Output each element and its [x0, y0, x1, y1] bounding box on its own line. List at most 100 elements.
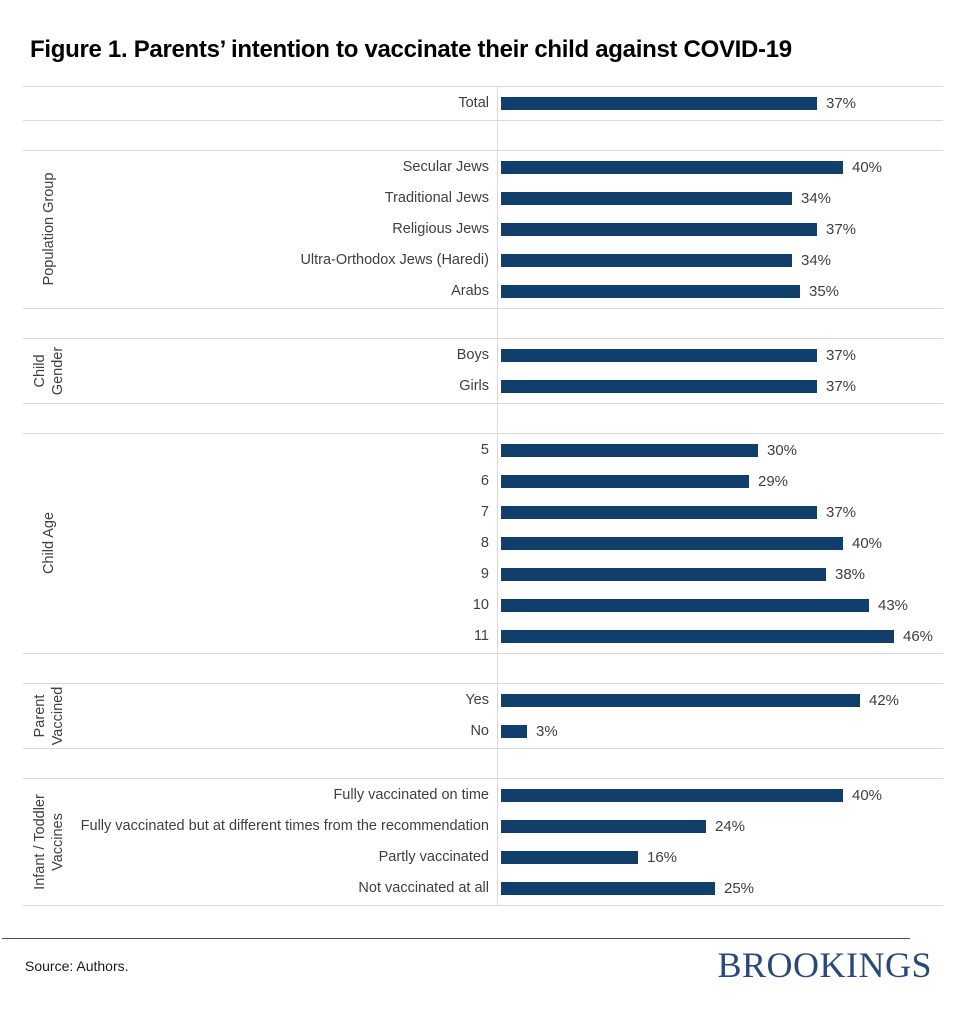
- category-label: 10: [472, 597, 489, 614]
- chart-sections: Total 37% Population Group Secular Jews 40% T…: [23, 85, 943, 906]
- value-label: 29%: [758, 472, 789, 490]
- category-label: Ultra-Orthodox Jews (Haredi): [300, 252, 489, 269]
- chart-row: 9 38%: [75, 559, 943, 590]
- value-label: 38%: [835, 565, 866, 583]
- category-label: 7: [480, 504, 489, 521]
- group-label-cell: Infant / Toddler Vaccines: [23, 779, 75, 905]
- category-label: Fully vaccinated on time: [333, 787, 489, 804]
- section-rows: Yes 42% No 3%: [75, 684, 943, 748]
- category-label: Total: [458, 95, 489, 112]
- bar: [501, 253, 792, 267]
- bar-zone: 29%: [501, 473, 943, 490]
- value-label: 40%: [852, 158, 883, 176]
- bar: [501, 881, 715, 895]
- bar: [501, 788, 843, 802]
- section-spacer: [23, 309, 943, 338]
- category-label: No: [470, 723, 489, 740]
- bar-zone: 3%: [501, 723, 943, 740]
- bar-zone: 37%: [501, 347, 943, 364]
- chart-row: 8 40%: [75, 528, 943, 559]
- category-label: Not vaccinated at all: [358, 880, 489, 897]
- chart-row: Ultra-Orthodox Jews (Haredi) 34%: [75, 245, 943, 276]
- bar-zone: 30%: [501, 442, 943, 459]
- group-label-cell: Parent Vaccined: [23, 684, 75, 748]
- bar: [501, 629, 894, 643]
- figure-title: Figure 1. Parents’ intention to vaccinat…: [30, 36, 792, 63]
- value-label: 16%: [647, 848, 678, 866]
- chart-section: Infant / Toddler Vaccines Fully vaccinated…: [23, 777, 943, 906]
- bar: [501, 598, 869, 612]
- section-rows: Secular Jews 40% Traditional Jews 34% Religi…: [75, 151, 943, 308]
- section-rows: Total 37%: [75, 87, 943, 120]
- value-label: 46%: [903, 627, 934, 645]
- chart-section: Population Group Secular Jews 40% Tradition…: [23, 149, 943, 309]
- value-label: 37%: [826, 377, 857, 395]
- value-label: 37%: [826, 346, 857, 364]
- section-spacer: [23, 749, 943, 778]
- value-label: 25%: [724, 879, 755, 897]
- chart-row: No 3%: [75, 716, 943, 747]
- bar-zone: 40%: [501, 535, 943, 552]
- footer: Source: Authors. BROOKINGS: [25, 944, 932, 985]
- section-spacer: [23, 404, 943, 433]
- bar: [501, 96, 817, 110]
- value-label: 42%: [869, 691, 900, 709]
- bar: [501, 850, 638, 864]
- bar-zone: 34%: [501, 252, 943, 269]
- chart-row: Religious Jews 37%: [75, 214, 943, 245]
- chart-row: 7 37%: [75, 497, 943, 528]
- bar: [501, 348, 817, 362]
- value-label: 40%: [852, 534, 883, 552]
- bar: [501, 191, 792, 205]
- value-label: 37%: [826, 94, 857, 112]
- bar-zone: 40%: [501, 159, 943, 176]
- value-label: 35%: [809, 282, 840, 300]
- group-label-cell: Population Group: [23, 151, 75, 308]
- bar: [501, 284, 800, 298]
- chart-row: Fully vaccinated on time 40%: [75, 780, 943, 811]
- group-label: Parent Vaccined: [31, 686, 66, 746]
- section-rows: 5 30% 6 29% 7 37% 8 40% 9 38% 10 43% 11 46%: [75, 434, 943, 653]
- group-label: Infant / Toddler Vaccines: [31, 793, 66, 890]
- value-label: 24%: [715, 817, 746, 835]
- bar-zone: 38%: [501, 566, 943, 583]
- bar: [501, 536, 843, 550]
- bar: [501, 379, 817, 393]
- value-label: 34%: [801, 189, 832, 207]
- bar-zone: 46%: [501, 628, 943, 645]
- category-label: 5: [480, 442, 489, 459]
- value-label: 43%: [878, 596, 909, 614]
- value-label: 40%: [852, 786, 883, 804]
- category-label: Secular Jews: [402, 159, 489, 176]
- chart-row: 11 46%: [75, 621, 943, 652]
- group-label: Child Age: [40, 512, 57, 575]
- chart-row: Not vaccinated at all 25%: [75, 873, 943, 904]
- group-label: Child Gender: [31, 346, 66, 395]
- bar: [501, 819, 706, 833]
- bar-chart: Total 37% Population Group Secular Jews 40% T…: [23, 85, 943, 906]
- category-label: Yes: [465, 692, 489, 709]
- source-note: Source: Authors.: [25, 957, 129, 974]
- chart-section: Parent Vaccined Yes 42% No 3%: [23, 682, 943, 749]
- category-label: 11: [473, 628, 489, 645]
- chart-row: Secular Jews 40%: [75, 152, 943, 183]
- group-label: Population Group: [40, 172, 57, 286]
- chart-row: Girls 37%: [75, 371, 943, 402]
- brookings-logo: BROOKINGS: [717, 944, 932, 985]
- category-label: Partly vaccinated: [378, 849, 489, 866]
- chart-section: Total 37%: [23, 85, 943, 121]
- value-label: 37%: [826, 503, 857, 521]
- bar-zone: 24%: [501, 818, 943, 835]
- bar-zone: 37%: [501, 95, 943, 112]
- chart-row: Boys 37%: [75, 340, 943, 371]
- category-label: Girls: [459, 378, 489, 395]
- bar-zone: 40%: [501, 787, 943, 804]
- bar: [501, 222, 817, 236]
- category-label: 9: [480, 566, 489, 583]
- value-label: 34%: [801, 251, 832, 269]
- category-axis-line: [497, 85, 498, 906]
- section-rows: Boys 37% Girls 37%: [75, 339, 943, 403]
- chart-section: Child Age 5 30% 6 29% 7 37% 8 40% 9 38% 10 43% 11 46%: [23, 432, 943, 654]
- group-label-cell: Child Age: [23, 434, 75, 653]
- category-label: Religious Jews: [392, 221, 489, 238]
